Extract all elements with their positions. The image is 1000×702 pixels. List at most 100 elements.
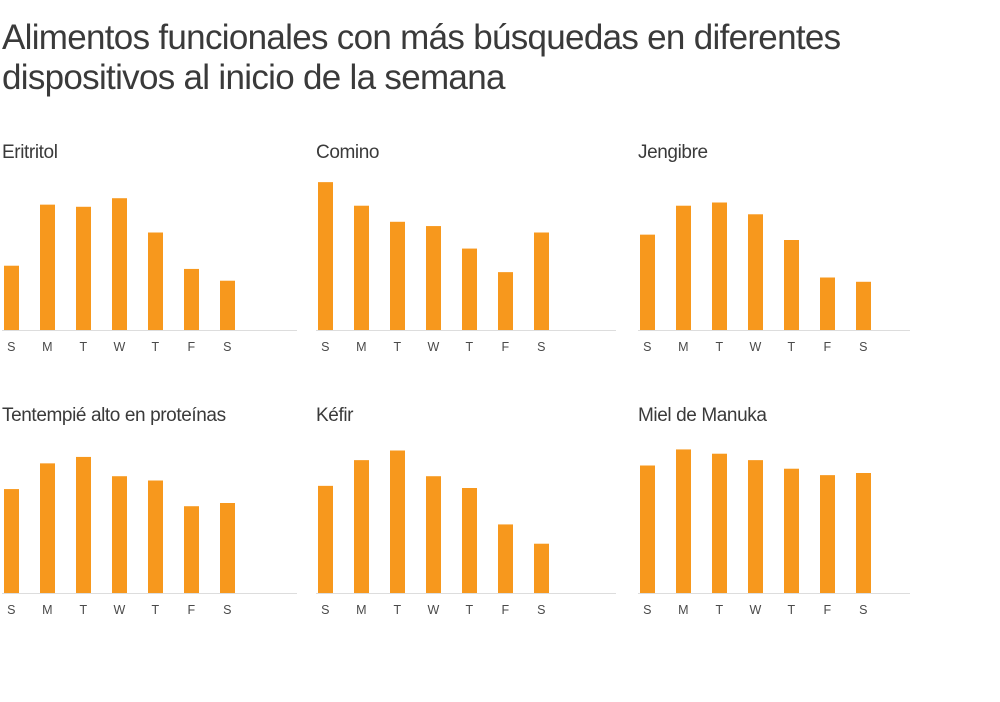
bar [318,485,333,593]
bar [820,475,835,593]
panel-title: Eritritol [2,142,58,163]
bar [534,232,549,330]
x-tick-label: T [716,603,724,617]
x-tick-label: F [824,603,832,617]
x-tick-label: F [188,603,196,617]
bar [148,480,163,593]
bar [462,488,477,593]
bar [4,489,19,593]
x-tick-label: T [80,340,88,354]
bar [76,206,91,330]
x-tick-label: S [859,603,868,617]
x-tick-label: M [42,603,53,617]
bar [712,202,727,330]
bar [426,476,441,593]
bar [712,453,727,593]
x-tick-label: F [502,603,510,617]
bar [4,265,19,330]
panel-title: Jengibre [638,142,708,163]
bar [856,281,871,330]
x-tick-label: W [749,340,761,354]
bar [676,449,691,593]
x-tick-label: M [356,340,367,354]
panel-title: Tentempié alto en proteínas [2,405,226,426]
x-tick-label: T [394,340,402,354]
bar [426,226,441,330]
x-tick-label: S [223,340,232,354]
x-tick-label: S [859,340,868,354]
bar [112,476,127,593]
bar [40,204,55,330]
bar [220,280,235,330]
small-multiple-jengibre: Jengibre S M T W T F S [638,142,938,382]
bar [748,460,763,593]
x-tick-label: T [80,603,88,617]
chart-title: Alimentos funcionales con más búsquedas … [2,18,841,97]
x-tick-label: M [678,603,689,617]
bar [184,268,199,330]
x-tick-label: W [113,603,125,617]
bar [354,205,369,330]
panel-title: Miel de Manuka [638,405,767,426]
bar [462,248,477,330]
x-tick-label: S [7,340,16,354]
x-tick-label: T [716,340,724,354]
bar [40,463,55,593]
x-tick-label: S [223,603,232,617]
x-tick-label: S [321,340,330,354]
x-tick-label: T [152,603,160,617]
x-tick-label: S [537,603,546,617]
x-tick-label: T [466,603,474,617]
bar [390,450,405,593]
bar [534,543,549,593]
x-tick-label: T [152,340,160,354]
x-tick-label: F [824,340,832,354]
x-tick-label: T [466,340,474,354]
x-tick-label: S [643,340,652,354]
x-tick-label: T [788,340,796,354]
x-tick-label: W [113,340,125,354]
bar [76,456,91,593]
x-tick-label: S [643,603,652,617]
bar [856,473,871,593]
x-tick-label: F [502,340,510,354]
panel-title: Comino [316,142,380,163]
bar [390,221,405,330]
x-tick-label: T [788,603,796,617]
x-tick-label: M [678,340,689,354]
small-multiple-miel-de-manuka: Miel de Manuka S M T W T F S [638,405,938,645]
x-tick-label: M [356,603,367,617]
bar [676,205,691,330]
x-tick-label: M [42,340,53,354]
small-multiple-kefir: Kéfir S M T W T F S [316,405,616,645]
bar [820,277,835,330]
x-tick-label: S [7,603,16,617]
x-tick-label: W [749,603,761,617]
panel-title: Kéfir [316,405,354,426]
bar [354,460,369,593]
bar [220,503,235,593]
bar [784,468,799,593]
bar [184,506,199,593]
bar [640,465,655,593]
bar [784,240,799,330]
bar [112,198,127,330]
bar [498,524,513,593]
x-tick-label: W [427,603,439,617]
x-tick-label: S [321,603,330,617]
x-tick-label: T [394,603,402,617]
bar [748,214,763,330]
x-tick-label: F [188,340,196,354]
small-multiple-eritritol: Eritritol S M T W T F S [2,142,302,382]
x-tick-label: S [537,340,546,354]
bar [640,234,655,330]
bar [498,272,513,330]
small-multiple-comino: Comino S M T W T F S [316,142,616,382]
bar [148,232,163,330]
